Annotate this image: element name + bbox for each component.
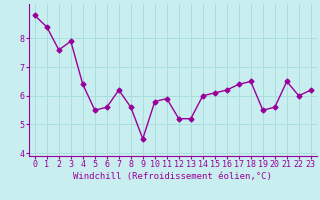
- X-axis label: Windchill (Refroidissement éolien,°C): Windchill (Refroidissement éolien,°C): [73, 172, 272, 181]
